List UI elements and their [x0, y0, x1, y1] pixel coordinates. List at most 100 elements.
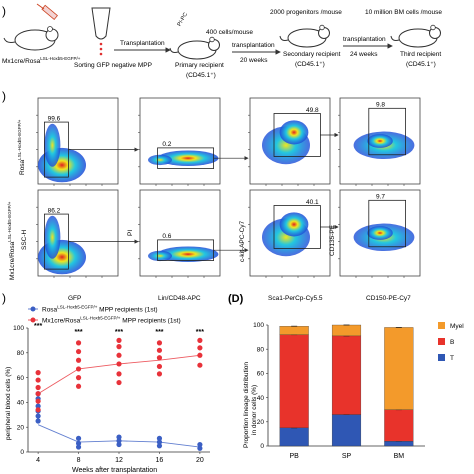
transplantation-2-label: transplantation: [232, 42, 275, 49]
panel-c-point: [75, 357, 82, 363]
panel-d-y-tick-label: 20: [257, 419, 265, 426]
third-recipient-mouse-icon: [390, 24, 441, 48]
panel-d-bar-segment: [279, 326, 309, 335]
panel-c-point: [156, 443, 163, 449]
third-cd-label: (CD45.1⁺): [406, 61, 436, 68]
panel-c-point: [35, 418, 41, 424]
flow-density-blob: [148, 154, 172, 166]
panel-c-point: [75, 340, 82, 346]
pipc-label: PI-PC: [177, 12, 190, 28]
ckit-axis-label: c-kit-APC-Cy7: [239, 220, 246, 262]
flow-density-blob: [279, 212, 309, 237]
panel-c-xlabel: Weeks after transplantation: [72, 467, 157, 474]
panel-c-significance: ***: [196, 329, 204, 336]
pi-axis-label: PI: [127, 230, 134, 236]
legend-label-myel: Myel: [450, 323, 464, 330]
row2-genotype-label: Mx1cre/RosaLSL-Hoxb5-EGFP/+: [7, 201, 16, 280]
flow-plot-frame: [139, 189, 221, 277]
legend-swatch-myel: [438, 322, 445, 329]
panel-d-bar-segment: [331, 414, 362, 447]
legend-label-control: RosaLSL-Hoxb5-EGFP/+ MPP recipients (1st…: [42, 305, 158, 314]
panel-c-point: [116, 352, 122, 358]
panel-d-category-label: SP: [342, 453, 352, 460]
panel-d-y-tick-label: 80: [257, 346, 265, 353]
panel-c-point: [116, 361, 122, 367]
panel-c-point: [35, 403, 41, 409]
panel-c-x-tick-label: 8: [77, 457, 81, 464]
weeks-2-label: 20 weeks: [240, 57, 268, 64]
cd135-axis-label: CD135-PE: [329, 224, 336, 256]
panel-c-point: [116, 441, 122, 448]
legend-swatch-b: [438, 338, 445, 345]
panel-d-bar-segment: [384, 409, 414, 442]
panel-a: ) Mx1cre/RosaLSL-Hoxb5-EGFP/+ Sorting GF…: [2, 3, 442, 79]
dose-2-label: 2000 progenitors /mouse: [270, 9, 342, 16]
panel-a-letter: ): [2, 4, 6, 18]
panel-c-point: [75, 383, 82, 389]
panel-c-point: [156, 435, 163, 441]
flow-gate-value: 9.8: [376, 102, 385, 109]
panel-d-bar-segment: [331, 324, 362, 337]
flow-density-blob: [157, 150, 219, 166]
sca1-axis-label: Sca1-PerCp-Cy5.5: [268, 295, 323, 302]
panel-c-point: [35, 398, 41, 404]
panel-c-y-tick-label: 100: [13, 325, 24, 332]
sorting-tube-icon: [91, 7, 111, 56]
flow-gate-value: 9.7: [376, 194, 385, 201]
panel-c-point: [197, 445, 203, 451]
panel-c-significance: ***: [155, 329, 163, 336]
dose-1-label: 400 cells/mouse: [206, 29, 253, 36]
panel-b: ) RosaLSL-Hoxb5-EGFP/+ Mx1cre/RosaLSL-Ho…: [2, 89, 421, 302]
panel-c-point: [75, 440, 82, 446]
panel-c-point: [75, 375, 82, 381]
panel-d-y-tick-label: 100: [253, 322, 264, 329]
panel-c-point: [116, 438, 122, 444]
panel-c-point: [75, 435, 82, 441]
panel-d-y-tick-label: 40: [257, 395, 265, 402]
secondary-recipient-mouse-icon: [279, 24, 330, 48]
panel-c-x-tick-label: 16: [156, 457, 164, 464]
legend-swatch-t: [438, 354, 445, 361]
panel-c-point: [197, 352, 203, 358]
cd150-axis-label: CD150-PE-Cy7: [366, 295, 411, 302]
syringe-icon: [36, 3, 58, 21]
flow-density-blob: [44, 215, 61, 259]
flow-gate-value: 0.2: [162, 141, 171, 148]
panel-c-point: [156, 340, 163, 346]
panel-c-point: [116, 337, 122, 343]
legend-c: RosaLSL-Hoxb5-EGFP/+ MPP recipients (1st…: [28, 305, 181, 325]
panel-d-bar-segment: [384, 327, 414, 410]
legend-d: Myel B T: [438, 322, 464, 362]
panel-d-category-label: PB: [289, 453, 299, 460]
transplantation-1-label: Transplantation: [120, 40, 165, 47]
panel-c-point: [116, 434, 122, 440]
donor-label: Mx1cre/RosaLSL-Hoxb5-EGFP/+: [2, 56, 81, 65]
row1-genotype-label: RosaLSL-Hoxb5-EGFP/+: [17, 119, 26, 175]
panel-c-point: [156, 439, 163, 445]
primary-recipient-mouse-icon: [169, 36, 220, 60]
chart-c: 0 20 40 60 80 100 4 8 12 16 20 *** *** *** *** ***: [13, 323, 210, 464]
primary-cd-label: (CD45.1⁺): [186, 72, 216, 79]
panel-d-bar-segment: [279, 334, 309, 428]
dose-3-label: 10 million BM cells /mouse: [365, 9, 442, 16]
panel-c-point: [197, 337, 203, 343]
panel-c-y-tick-label: 60: [17, 375, 25, 382]
panel-c-point: [156, 347, 163, 353]
flow-density-blob: [279, 120, 309, 145]
panel-d-bar-segment: [384, 441, 414, 447]
legend-label-t: T: [450, 355, 454, 362]
panel-c-point: [75, 366, 82, 372]
flow-density-blob: [367, 134, 393, 148]
panel-c-x-tick-label: 12: [115, 457, 123, 464]
chart-d: 0 20 40 60 80 100 PB SP BM: [253, 322, 425, 460]
panel-c-point: [197, 362, 203, 368]
flow-density-blob: [44, 123, 61, 167]
flow-density-blob: [367, 226, 393, 240]
flow-gate-value: 0.6: [162, 233, 171, 240]
panel-c-y-tick-label: 20: [17, 424, 25, 431]
donor-mouse-icon: [3, 26, 59, 51]
panel-c-letter: ): [2, 291, 6, 305]
primary-recipient-label: Primary recipient: [175, 62, 224, 69]
panel-c-point: [116, 344, 122, 350]
